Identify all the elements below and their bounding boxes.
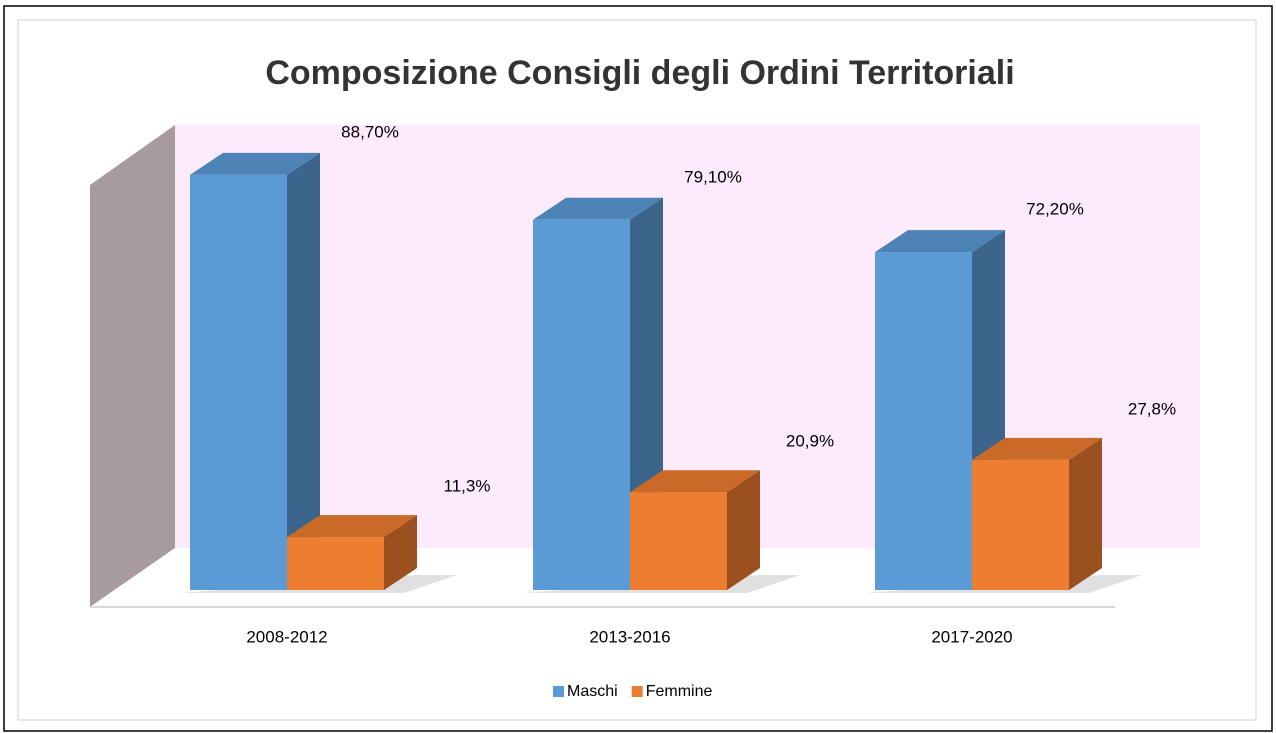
bar-side — [1069, 437, 1102, 590]
bar-top — [190, 152, 320, 175]
plot: 88,70% 11,3% 2008-2012 79,10% 20,9% 2013-2016… — [180, 122, 1176, 646]
value-label: 79,10% — [684, 167, 742, 186]
chart-title: Composizione Consigli degli Ordini Terri… — [265, 54, 1014, 92]
legend-swatch — [553, 686, 564, 697]
value-label: 20,9% — [786, 432, 834, 451]
x-tick-label: 2013-2016 — [589, 627, 670, 646]
x-tick-label: 2017-2020 — [931, 627, 1012, 646]
side-wall — [90, 125, 175, 607]
bar-top — [972, 437, 1102, 460]
bar-top-shade — [630, 470, 760, 493]
bar-top — [875, 230, 1005, 253]
bar-side — [287, 152, 320, 590]
legend-swatch — [631, 686, 643, 697]
bar-top-shade — [287, 515, 417, 538]
bar-side-shade — [1069, 437, 1102, 590]
value-label: 27,8% — [1128, 399, 1176, 418]
bar-side-shade — [384, 515, 417, 590]
legend: Maschi Femmine — [553, 683, 712, 700]
bar — [287, 537, 384, 590]
bar-top — [630, 470, 760, 493]
bar-top-shade — [972, 437, 1102, 460]
bar-side — [384, 515, 417, 590]
legend-label: Femmine — [646, 683, 713, 700]
legend-label: Maschi — [567, 683, 618, 700]
bar-top — [533, 197, 663, 220]
bar — [630, 492, 727, 590]
value-label: 11,3% — [444, 477, 491, 496]
bar-top-shade — [875, 230, 1005, 253]
bar — [533, 219, 630, 590]
value-label: 72,20% — [1026, 200, 1084, 219]
bar-side — [727, 470, 760, 590]
bar-side-shade — [727, 470, 760, 590]
value-label: 88,70% — [341, 122, 399, 141]
bar — [972, 459, 1069, 590]
bar — [190, 174, 287, 590]
bar-top-shade — [190, 152, 320, 175]
bar-top-shade — [533, 197, 663, 220]
bar-side-shade — [287, 152, 320, 590]
x-tick-label: 2008-2012 — [246, 627, 327, 646]
bar — [875, 252, 972, 590]
bar-top — [287, 515, 417, 538]
